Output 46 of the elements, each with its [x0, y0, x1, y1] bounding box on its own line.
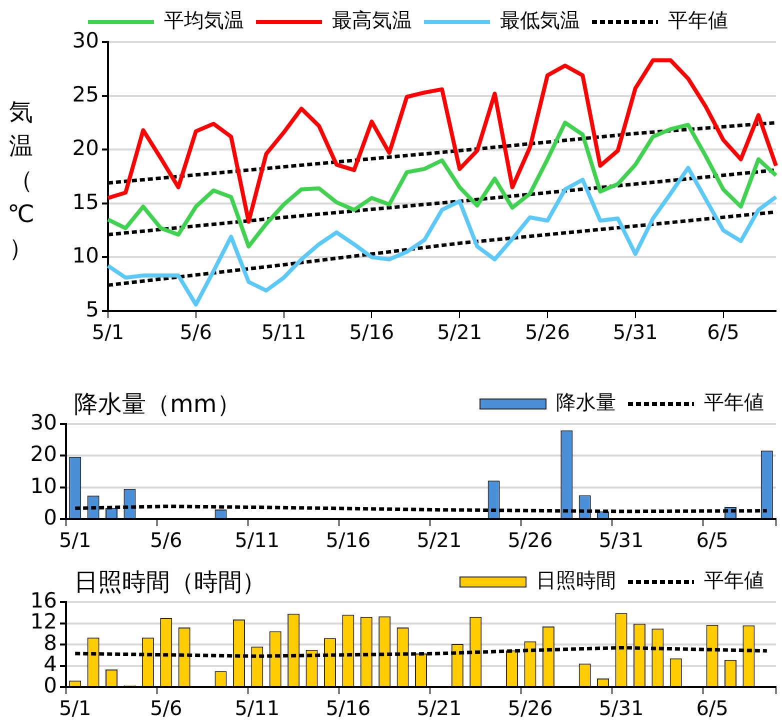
- x-tick-label: 5/11: [261, 320, 306, 344]
- x-tick-label: 5/26: [508, 696, 553, 720]
- legend-label: 平年値: [704, 568, 764, 592]
- y-tick-label: 5: [86, 297, 99, 322]
- x-tick-label: 5/26: [525, 320, 570, 344]
- y-tick-label: 16: [30, 588, 57, 612]
- legend-label: 降水量: [556, 390, 616, 414]
- x-tick-label: 5/31: [612, 320, 658, 344]
- y-tick-label: 30: [30, 410, 57, 434]
- x-tick-label: 5/1: [59, 528, 92, 552]
- y-tick-label: 15: [72, 190, 99, 214]
- x-tick-label: 5/1: [92, 320, 124, 344]
- y-tick-label: 30: [72, 28, 99, 52]
- chart-title: 日照時間（時間）: [74, 567, 266, 598]
- x-tick-label: 5/16: [326, 528, 371, 552]
- legend-label: 最低気温: [500, 8, 580, 32]
- y-tick-label: 10: [30, 474, 57, 498]
- x-tick-label: 5/1: [59, 696, 92, 720]
- y-tick-label: 10: [72, 244, 99, 268]
- x-tick-label: 5/11: [234, 528, 280, 552]
- y-axis-title: 気温（℃）: [6, 97, 36, 264]
- x-tick-label: 5/11: [234, 696, 280, 720]
- legend-label: 平年値: [668, 8, 728, 32]
- x-tick-label: 5/31: [598, 528, 644, 552]
- y-tick-label: 25: [72, 82, 99, 106]
- x-tick-label: 5/6: [150, 528, 182, 552]
- y-tick-label: 0: [44, 505, 57, 530]
- x-tick-label: 6/5: [696, 528, 728, 552]
- legend-label: 日照時間: [536, 568, 616, 592]
- chart-title: 降水量（mm）: [74, 389, 241, 420]
- x-tick-label: 5/21: [437, 320, 482, 344]
- x-tick-label: 6/5: [707, 320, 740, 344]
- x-tick-label: 5/21: [416, 528, 462, 552]
- y-tick-label: 20: [72, 136, 99, 160]
- x-tick-label: 6/5: [696, 696, 728, 720]
- legend-label: 平年値: [704, 390, 764, 414]
- x-tick-label: 5/6: [180, 320, 212, 344]
- x-tick-label: 5/6: [150, 696, 182, 720]
- x-tick-label: 5/21: [416, 696, 462, 720]
- legend-label: 最高気温: [332, 8, 412, 32]
- x-tick-label: 5/16: [349, 320, 394, 344]
- y-tick-label: 20: [30, 442, 57, 466]
- x-tick-label: 5/26: [508, 528, 553, 552]
- legend-label: 平均気温: [164, 8, 244, 32]
- x-tick-label: 5/16: [326, 696, 371, 720]
- x-tick-label: 5/31: [598, 696, 644, 720]
